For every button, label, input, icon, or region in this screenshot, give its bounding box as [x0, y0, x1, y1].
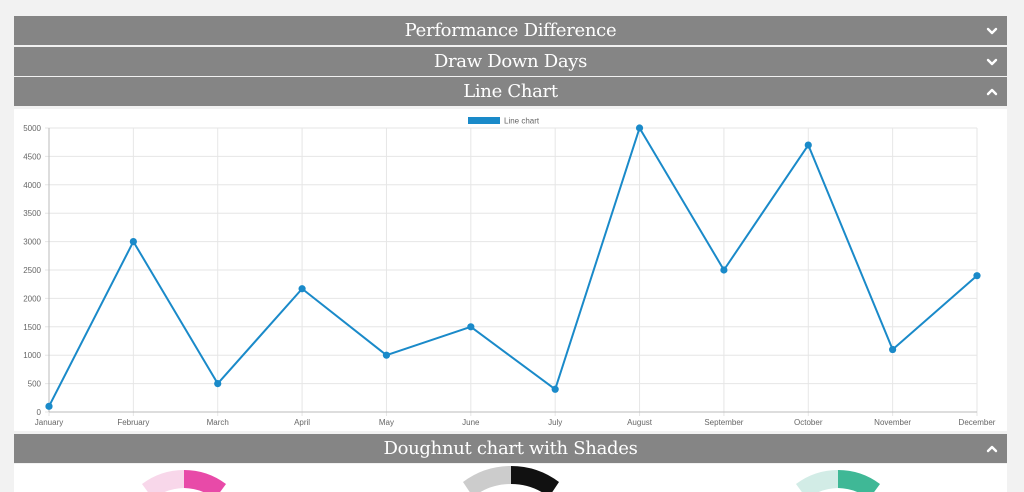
- legend-label: Line chart: [504, 117, 540, 126]
- y-tick-label: 1000: [23, 351, 41, 360]
- data-point: [467, 323, 475, 331]
- data-point: [551, 385, 559, 393]
- doughnut-green-light-segment: [796, 470, 838, 492]
- accordion-title: Line Chart: [463, 81, 558, 102]
- doughnut-chart-green: [796, 470, 880, 492]
- doughnut-pink-dark-segment: [184, 470, 226, 492]
- y-tick-label: 0: [37, 408, 42, 417]
- y-tick-label: 3000: [23, 238, 41, 247]
- chevron-down-icon[interactable]: [985, 24, 999, 38]
- data-point: [889, 345, 897, 354]
- series-line: [48, 127, 978, 407]
- x-tick-label: May: [379, 418, 394, 427]
- y-tick-label: 2500: [23, 266, 41, 275]
- x-tick-label: December: [959, 418, 996, 427]
- accordion-title: Performance Difference: [404, 20, 617, 41]
- chevron-down-icon[interactable]: [985, 55, 999, 69]
- line-chart: 0 500 1000 1500 2000 2500 3000 3500 4000 4500 5000…: [23, 117, 996, 428]
- accordion-header-draw-down-days[interactable]: Draw Down Days: [14, 47, 1007, 76]
- data-point: [635, 124, 644, 132]
- x-tick-label: February: [117, 418, 149, 427]
- legend-swatch: [468, 117, 500, 124]
- x-tick-label: November: [874, 418, 911, 427]
- line-chart-panel: 0 500 1000 1500 2000 2500 3000 3500 4000 4500 5000…: [14, 109, 1007, 431]
- data-point: [214, 380, 222, 388]
- data-point: [298, 285, 306, 293]
- doughnut-charts-panel: [14, 464, 1007, 492]
- y-tick-label: 5000: [23, 124, 41, 133]
- chevron-up-icon[interactable]: [985, 442, 999, 456]
- accordion-header-doughnut-chart[interactable]: Doughnut chart with Shades: [14, 434, 1007, 463]
- doughnut-gray-light-segment: [463, 466, 511, 492]
- x-tick-label: June: [462, 418, 480, 427]
- y-tick-label: 2000: [23, 294, 41, 303]
- y-tick-label: 4000: [23, 181, 41, 190]
- doughnut-chart-gray: [463, 466, 559, 492]
- x-tick-label: March: [207, 418, 229, 427]
- y-tick-label: 4500: [23, 152, 41, 161]
- accordion-title: Doughnut chart with Shades: [383, 438, 638, 459]
- x-tick-label: January: [35, 418, 63, 427]
- x-tick-label: April: [294, 418, 310, 427]
- data-point: [804, 141, 812, 149]
- data-point: [45, 402, 53, 410]
- data-point: [382, 351, 391, 359]
- x-tick-label: September: [704, 418, 743, 427]
- y-tick-label: 500: [28, 380, 42, 389]
- data-point: [973, 272, 981, 280]
- accordion-title: Draw Down Days: [433, 51, 588, 72]
- doughnut-gray-dark-segment: [511, 466, 559, 492]
- x-tick-label: August: [627, 418, 653, 427]
- y-tick-label: 3500: [23, 209, 41, 218]
- data-point: [720, 266, 728, 274]
- accordion-header-performance-difference[interactable]: Performance Difference: [14, 16, 1007, 45]
- data-point: [129, 238, 137, 246]
- doughnut-charts: [142, 466, 880, 492]
- chevron-up-icon[interactable]: [985, 85, 999, 99]
- doughnut-green-dark-segment: [838, 470, 880, 492]
- doughnut-pink-light-segment: [142, 470, 184, 492]
- x-tick-label: October: [794, 418, 823, 427]
- y-tick-label: 1500: [23, 323, 41, 332]
- doughnut-chart-pink: [142, 470, 226, 492]
- x-tick-label: July: [548, 418, 562, 427]
- accordion-header-line-chart[interactable]: Line Chart: [14, 77, 1007, 106]
